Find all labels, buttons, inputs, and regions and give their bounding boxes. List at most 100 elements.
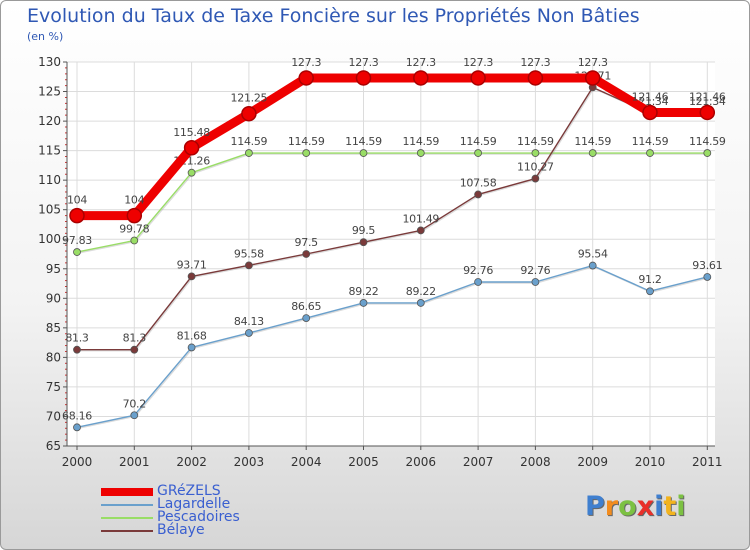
data-point-lagardelle — [73, 423, 81, 432]
legend-swatch-gr-zels — [101, 487, 153, 496]
x-tick-label: 2011 — [692, 455, 723, 469]
proxiti-logo: Proxiti — [585, 491, 686, 522]
data-label-gr-zels: 127.3 — [578, 56, 608, 69]
data-point-b-laye — [130, 345, 139, 354]
data-label-gr-zels: 104 — [124, 194, 144, 207]
data-point-gr-zels — [355, 70, 372, 86]
data-point-b-laye — [187, 272, 196, 281]
data-point-gr-zels — [527, 70, 544, 86]
data-point-lagardelle — [244, 329, 253, 337]
y-tick-label: 85 — [46, 321, 61, 335]
logo-letter: i — [654, 491, 664, 522]
data-point-pescadoires — [130, 236, 139, 245]
data-point-pescadoires — [302, 149, 311, 157]
chart-title: Evolution du Taux de Taxe Foncière sur l… — [27, 5, 640, 27]
logo-letter: i — [676, 491, 686, 522]
logo-letter: P — [585, 491, 605, 522]
legend-label-lagardelle: Lagardelle — [157, 496, 231, 512]
data-label-b-laye: 95.58 — [234, 247, 264, 260]
data-point-pescadoires — [474, 149, 483, 157]
data-label-pescadoires: 97.83 — [62, 234, 92, 247]
data-label-lagardelle: 84.13 — [234, 315, 264, 328]
data-label-b-laye: 107.58 — [460, 176, 497, 189]
data-label-lagardelle: 91.2 — [638, 273, 661, 286]
y-tick-label: 115 — [38, 144, 61, 158]
data-label-gr-zels: 127.3 — [520, 56, 550, 69]
data-point-gr-zels — [241, 105, 257, 122]
data-label-b-laye: 121.34 — [689, 95, 726, 108]
data-point-lagardelle — [416, 299, 425, 307]
data-label-pescadoires: 114.59 — [402, 135, 439, 148]
y-tick-label: 110 — [38, 173, 61, 187]
data-point-b-laye — [73, 345, 81, 354]
data-point-gr-zels — [699, 104, 716, 121]
y-tick-label: 100 — [38, 232, 61, 246]
data-label-lagardelle: 68.16 — [62, 409, 92, 422]
series-line-shadow-pescadoires — [77, 153, 709, 254]
data-point-pescadoires — [73, 248, 81, 256]
data-point-pescadoires — [359, 149, 368, 157]
data-label-b-laye: 81.3 — [65, 332, 89, 345]
data-point-lagardelle — [187, 343, 196, 352]
data-label-gr-zels: 127.3 — [463, 56, 493, 69]
data-point-gr-zels — [413, 70, 429, 86]
series-line-b-laye — [76, 86, 708, 351]
legend-item-lagardelle: Lagardelle — [101, 496, 240, 512]
y-tick-label: 130 — [38, 55, 61, 69]
data-label-b-laye: 99.5 — [352, 224, 376, 237]
data-label-gr-zels: 104 — [67, 194, 87, 207]
data-point-pescadoires — [416, 149, 425, 157]
legend-swatch-pescadoires — [101, 516, 153, 519]
data-point-lagardelle — [474, 278, 483, 286]
data-label-pescadoires: 114.59 — [632, 135, 669, 148]
data-label-pescadoires: 114.59 — [288, 135, 325, 148]
x-tick-label: 2006 — [406, 455, 437, 469]
x-tick-label: 2003 — [234, 455, 265, 469]
data-point-pescadoires — [703, 149, 712, 157]
y-tick-label: 125 — [38, 85, 61, 99]
x-tick-label: 2010 — [635, 455, 666, 469]
legend-item-gr-zels: GRéZELS — [101, 484, 240, 498]
data-point-lagardelle — [588, 261, 597, 270]
data-label-pescadoires: 99.78 — [119, 223, 149, 236]
data-point-gr-zels — [584, 70, 601, 86]
data-point-b-laye — [244, 261, 253, 270]
data-point-b-laye — [359, 238, 368, 247]
x-tick-label: 2005 — [348, 455, 379, 469]
data-point-pescadoires — [187, 168, 196, 177]
data-label-pescadoires: 114.59 — [517, 135, 554, 148]
series-line-pescadoires — [76, 152, 708, 253]
legend-swatch-b-laye — [101, 529, 153, 532]
data-point-b-laye — [531, 174, 540, 183]
data-point-gr-zels — [298, 70, 314, 86]
legend-label-b-laye: Bélaye — [157, 522, 205, 538]
data-label-lagardelle: 95.54 — [578, 248, 608, 261]
data-label-pescadoires: 114.59 — [231, 135, 268, 148]
data-point-gr-zels — [69, 207, 85, 224]
x-tick-label: 2007 — [463, 455, 494, 469]
unit-label: (en %) — [27, 30, 64, 43]
data-point-b-laye — [416, 226, 425, 235]
data-point-gr-zels — [642, 104, 658, 121]
logo-letter: o — [618, 491, 637, 522]
legend-label-pescadoires: Pescadoires — [157, 509, 240, 525]
series-line-gr-zels — [72, 73, 712, 221]
legend: GRéZELS Lagardelle Pescadoires Bélaye — [101, 484, 240, 538]
data-label-gr-zels: 127.3 — [349, 56, 379, 69]
data-point-gr-zels — [183, 140, 200, 156]
data-label-pescadoires: 114.59 — [689, 135, 726, 148]
logo-letter: t — [663, 491, 677, 522]
data-point-lagardelle — [646, 287, 654, 296]
x-tick-label: 2002 — [176, 455, 207, 469]
legend-swatch-lagardelle — [101, 503, 153, 506]
data-point-pescadoires — [588, 149, 597, 157]
data-label-lagardelle: 92.76 — [463, 264, 493, 277]
data-label-b-laye: 110.27 — [517, 161, 554, 174]
data-label-lagardelle: 93.61 — [692, 259, 722, 272]
data-label-gr-zels: 121.25 — [231, 92, 268, 105]
legend-item-b-laye: Bélaye — [101, 522, 240, 538]
data-point-b-laye — [302, 250, 311, 258]
data-label-gr-zels: 127.3 — [291, 56, 321, 69]
